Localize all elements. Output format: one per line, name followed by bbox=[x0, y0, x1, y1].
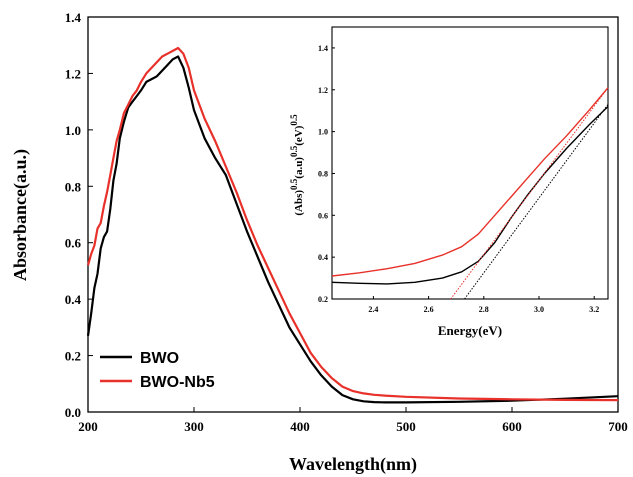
inset-plot-frame bbox=[331, 26, 609, 300]
main-plot-frame bbox=[87, 16, 619, 413]
legend: BWO BWO-Nb5 bbox=[100, 350, 215, 391]
inset-series-1-line bbox=[331, 87, 609, 277]
inset-ylabel-part-3: (eV) bbox=[293, 125, 305, 145]
main-y-tick-label-2: 0.4 bbox=[65, 292, 82, 307]
inset-ylabel-part-2: (a.u) bbox=[293, 157, 305, 179]
inset-ylabel-exp-2: 0.5 bbox=[289, 145, 299, 157]
main-series-0-line bbox=[86, 55, 619, 404]
main-y-tick-label-5: 1.0 bbox=[65, 123, 81, 138]
inset-y-tick-label-4: 1.0 bbox=[318, 128, 328, 137]
main-x-tick-label-4: 600 bbox=[502, 419, 522, 434]
inset-ylabel-part-1: (Abs) bbox=[293, 190, 305, 216]
main-x-tick-label-0: 200 bbox=[78, 419, 98, 434]
inset-x-tick-label-2: 2.8 bbox=[479, 305, 489, 314]
main-axis-ticks: 200 300 400 500 600 700 0.0 0.2 0.4 0.6 0.8 1.0 1.2 1… bbox=[65, 10, 628, 434]
main-y-axis-title: Absorbance(a.u.) bbox=[10, 149, 31, 281]
inset-x-axis-title: Energy(eV) bbox=[438, 323, 502, 338]
inset-y-tick-label-0: 0.2 bbox=[318, 295, 328, 304]
main-y-tick-label-4: 0.8 bbox=[65, 179, 82, 194]
main-x-axis-title: Wavelength(nm) bbox=[289, 454, 417, 475]
main-y-tick-label-6: 1.2 bbox=[65, 66, 81, 81]
main-x-tick-label-1: 300 bbox=[184, 419, 204, 434]
main-series-1-line bbox=[86, 46, 619, 402]
inset-x-tick-label-3: 3.0 bbox=[534, 305, 544, 314]
inset-series-lines bbox=[331, 87, 609, 300]
inset-ylabel-exp-1: 0.5 bbox=[289, 178, 299, 190]
inset-x-tick-label-4: 3.2 bbox=[589, 305, 599, 314]
main-x-tick-label-5: 700 bbox=[608, 419, 628, 434]
inset-y-axis-title: (Abs)0.5(a.u)0.5(eV)0.5 bbox=[289, 114, 305, 216]
inset-ylabel-exp-3: 0.5 bbox=[289, 114, 299, 126]
inset-series-0-line bbox=[331, 105, 609, 285]
legend-label-bwo-nb5: BWO-Nb5 bbox=[140, 374, 215, 391]
inset-axis-ticks: 2.4 2.6 2.8 3.0 3.2 0.2 0.4 0.6 0.8 1.0 1.2 1.4 bbox=[318, 44, 599, 314]
inset-series-2-line bbox=[464, 104, 609, 300]
main-x-tick-label-3: 500 bbox=[396, 419, 416, 434]
inset-series-3-line bbox=[450, 87, 609, 300]
inset-y-tick-label-5: 1.2 bbox=[318, 86, 328, 95]
inset-y-tick-label-2: 0.6 bbox=[318, 211, 328, 220]
main-y-tick-label-1: 0.2 bbox=[65, 349, 81, 364]
main-x-tick-label-2: 400 bbox=[290, 419, 310, 434]
main-series-lines bbox=[86, 46, 619, 404]
inset-y-tick-label-1: 0.4 bbox=[318, 253, 328, 262]
main-y-tick-label-3: 0.6 bbox=[65, 236, 82, 251]
legend-label-bwo: BWO bbox=[140, 350, 179, 367]
inset-y-tick-label-3: 0.8 bbox=[318, 169, 328, 178]
main-y-tick-label-0: 0.0 bbox=[65, 405, 81, 420]
inset-y-tick-label-6: 1.4 bbox=[318, 44, 328, 53]
inset-x-tick-label-0: 2.4 bbox=[368, 305, 378, 314]
main-y-tick-label-7: 1.4 bbox=[65, 10, 82, 25]
inset-x-tick-label-1: 2.6 bbox=[424, 305, 434, 314]
